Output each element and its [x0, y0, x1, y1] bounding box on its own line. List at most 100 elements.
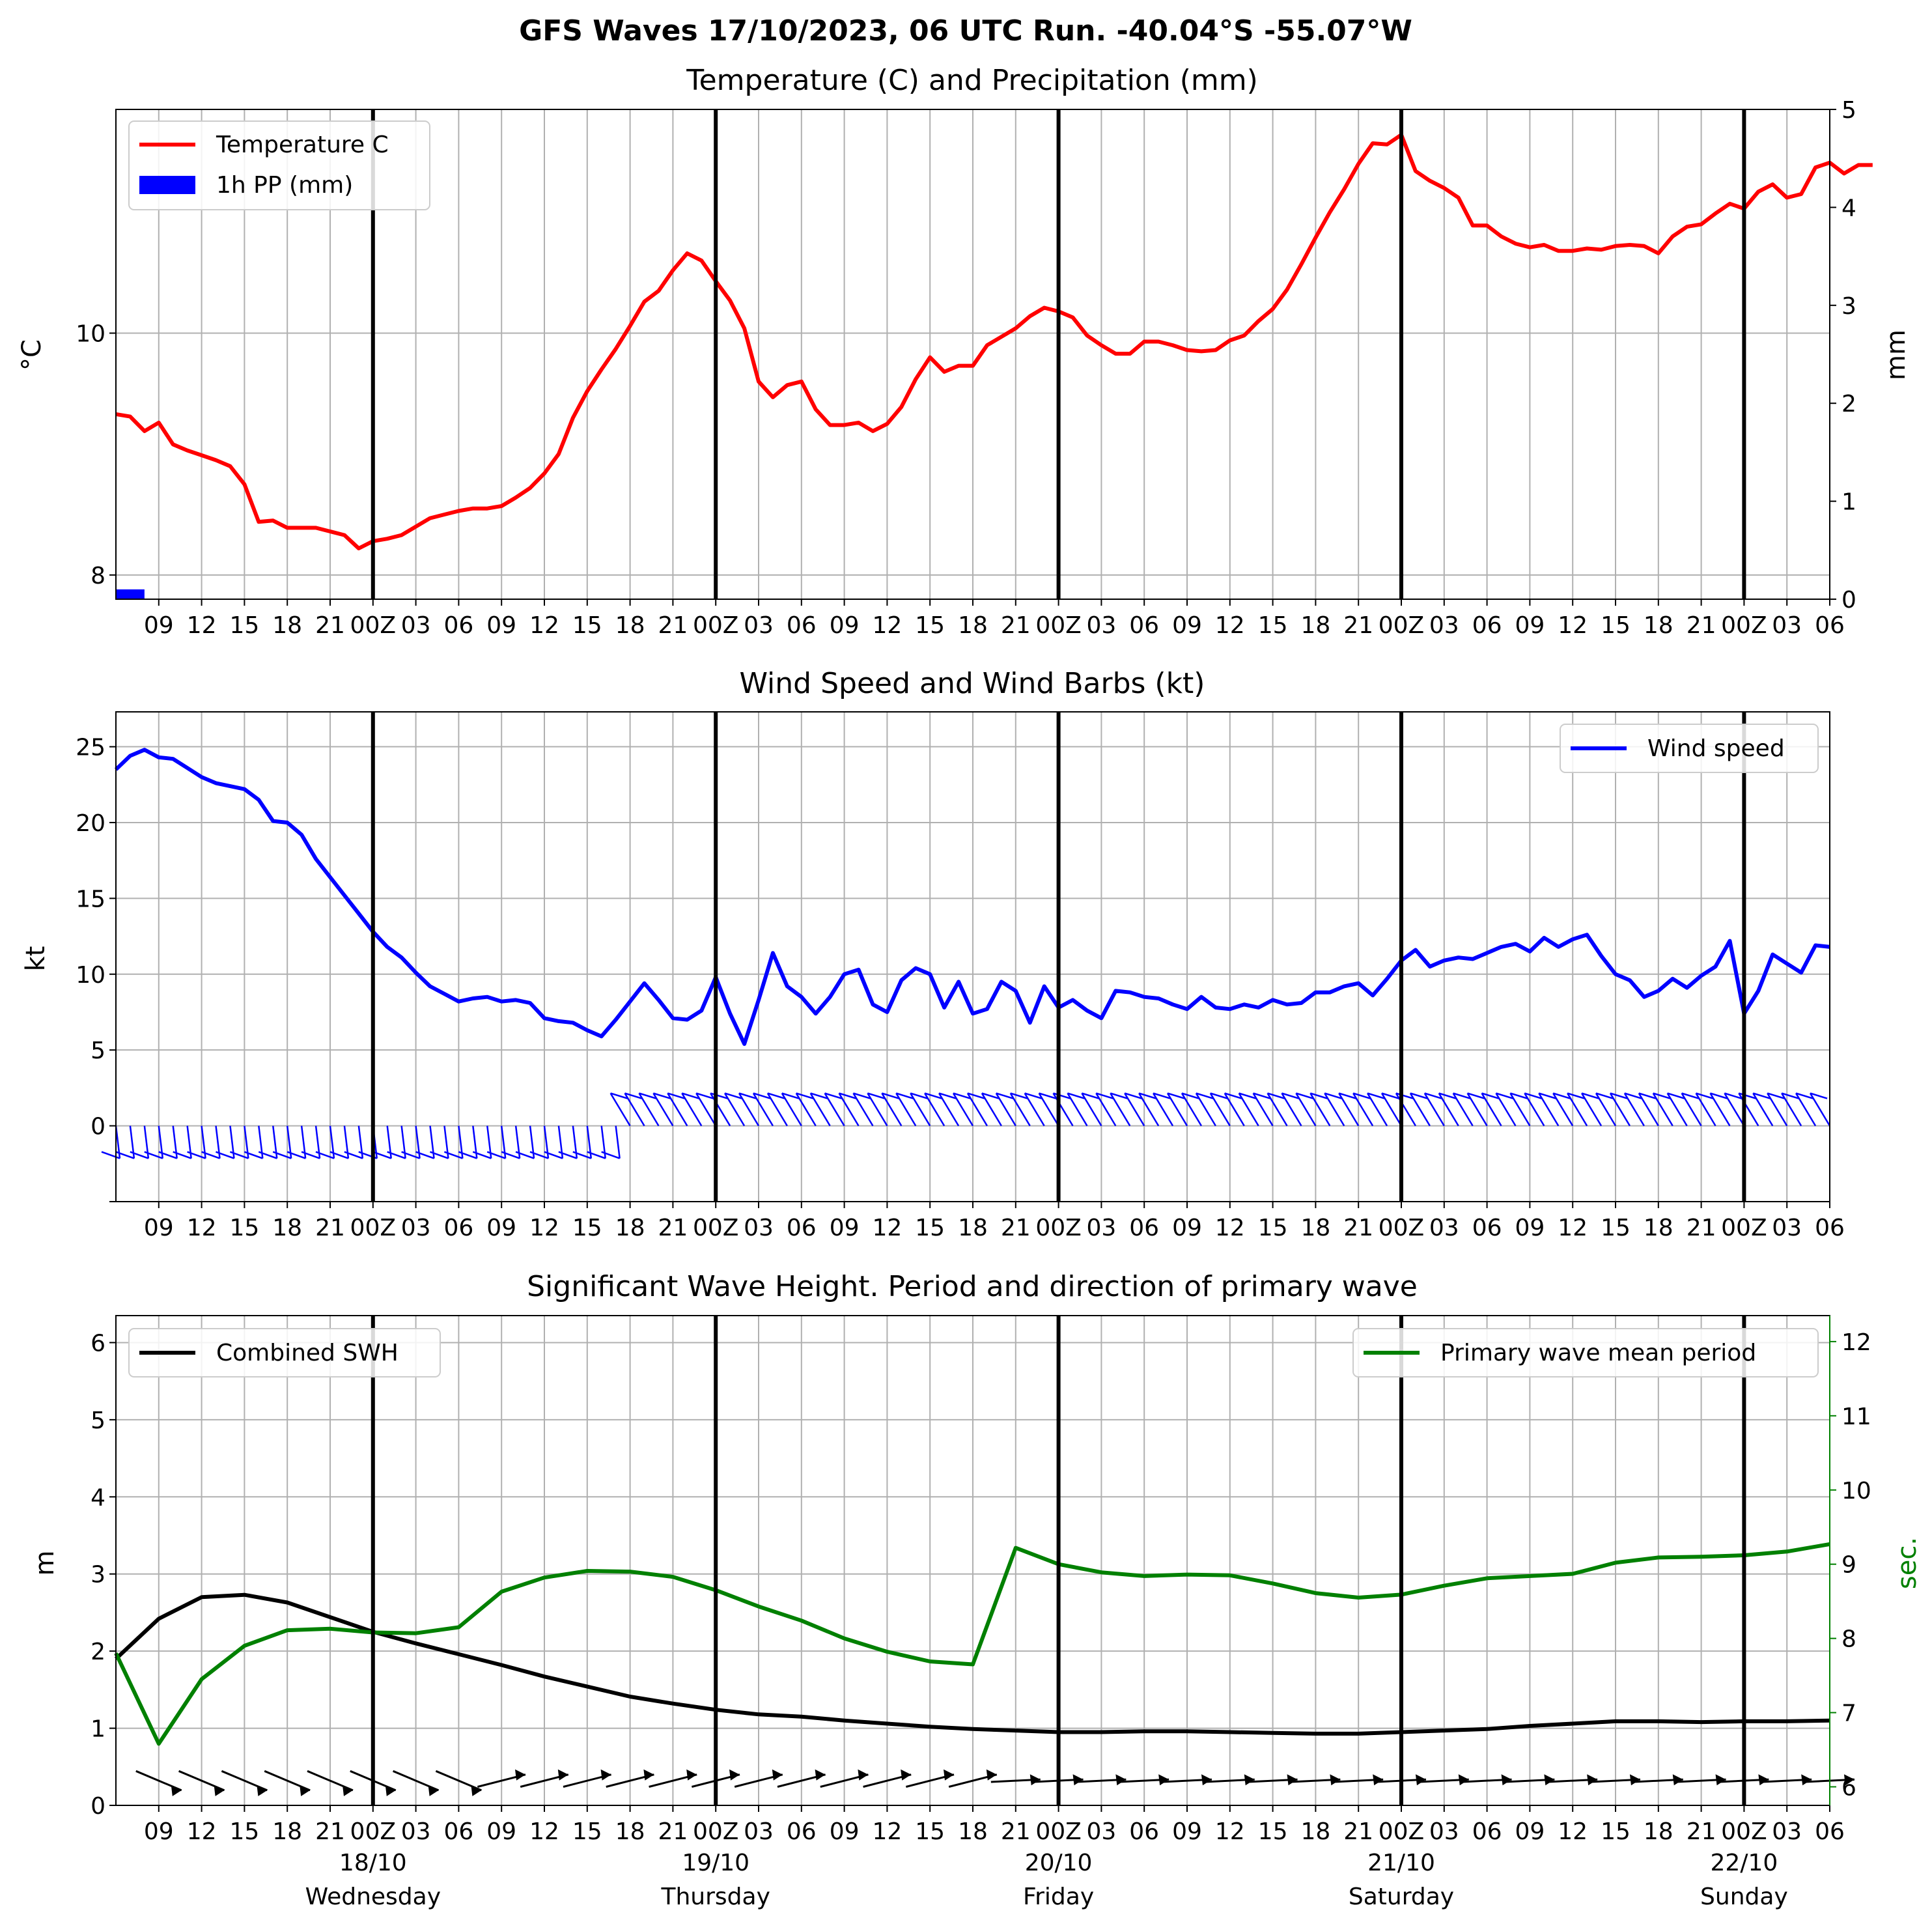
wave-direction-arrowhead: [600, 1769, 611, 1781]
wave-direction-arrowhead: [772, 1769, 783, 1781]
wind-barb: [1153, 1092, 1171, 1099]
wave-direction-arrowhead: [257, 1785, 268, 1796]
wind-barb: [1395, 1092, 1414, 1099]
wind-barb: [443, 1151, 463, 1159]
wind-barb: [1296, 1092, 1313, 1099]
temp-series-line-0: [115, 133, 1873, 550]
wind-barb: [472, 1151, 492, 1159]
wave-direction-arrowhead: [214, 1785, 225, 1796]
wind-barb: [1623, 1092, 1645, 1127]
wave-xtick-label: 09: [144, 1818, 174, 1845]
wave-y2tick-label: 9: [1841, 1552, 1856, 1579]
wind-barb: [653, 1092, 671, 1099]
wind-barb: [1453, 1092, 1471, 1099]
temp-xtick-label: 21: [1687, 612, 1716, 639]
wind-barb: [1710, 1092, 1728, 1099]
wind-xtick-label: 21: [1001, 1215, 1031, 1241]
wind-barb: [681, 1092, 703, 1127]
wind-ytick-label: 10: [76, 962, 105, 989]
wind-barb: [996, 1092, 1014, 1099]
wave-direction-arrowhead: [858, 1769, 869, 1781]
wind-barb: [695, 1092, 717, 1127]
temp-xtick-label: 03: [1086, 612, 1116, 639]
wave-direction-arrowhead: [557, 1769, 568, 1781]
temp-xtick-label: 15: [1601, 612, 1631, 639]
wind-barb: [1580, 1092, 1603, 1127]
wind-barb: [1595, 1092, 1614, 1099]
precip-legend-swatch: [139, 176, 195, 194]
wind-barb: [1709, 1092, 1731, 1127]
wave-y2tick-label: 6: [1841, 1775, 1856, 1801]
wind-xtick-label: 09: [144, 1215, 174, 1241]
wave-xtick-label: 18: [958, 1818, 988, 1845]
temp-xtick-label: 06: [1472, 612, 1502, 639]
wind-barb: [624, 1092, 642, 1099]
wind-barb: [458, 1151, 477, 1159]
wind-barb: [1224, 1092, 1242, 1099]
wind-barb: [1495, 1092, 1517, 1127]
wind-barb: [1781, 1092, 1802, 1127]
wave-xtick-label: 21: [658, 1818, 688, 1845]
wave-xtick-label: 00Z: [1721, 1818, 1767, 1845]
wind-barb: [938, 1092, 957, 1099]
wave-direction-arrowhead: [171, 1785, 182, 1796]
wind-legend: [1560, 724, 1819, 773]
wind-barb: [401, 1151, 421, 1159]
wave-xtick-label: 00Z: [693, 1818, 738, 1845]
wave-y2tick-label: 8: [1841, 1626, 1856, 1653]
temp-xtick-label: 12: [1558, 612, 1588, 639]
wind-barb: [1366, 1092, 1388, 1127]
wind-xtick-label: 06: [1815, 1215, 1845, 1241]
wind-barb: [1552, 1092, 1574, 1127]
wind-barb: [1195, 1092, 1216, 1127]
wave-direction-arrowhead: [1458, 1774, 1469, 1786]
wind-barb: [1138, 1092, 1156, 1099]
wind-barb: [387, 1151, 406, 1159]
wind-barb: [695, 1092, 714, 1099]
wind-barb: [824, 1092, 845, 1127]
day-weekday-label: Friday: [1023, 1884, 1094, 1910]
wind-barb: [1795, 1092, 1813, 1099]
wind-barb: [329, 1151, 349, 1159]
wave-y2tick-label: 7: [1841, 1701, 1856, 1727]
wave-direction-arrowhead: [385, 1785, 396, 1796]
wind-barb: [601, 1151, 621, 1159]
wind-barb: [1438, 1092, 1459, 1127]
temp-xtick-label: 06: [1129, 612, 1159, 639]
wave-ytick-label: 0: [91, 1793, 105, 1820]
wind-xtick-label: 03: [401, 1215, 431, 1241]
wind-barb: [173, 1151, 192, 1159]
wind-barb: [724, 1092, 742, 1099]
wind-barb: [710, 1092, 728, 1099]
temp-xtick-label: 03: [1772, 612, 1802, 639]
wind-barb: [767, 1092, 785, 1099]
wind-barb: [1281, 1092, 1299, 1099]
wind-barb: [1395, 1092, 1417, 1127]
temp-xtick-label: 18: [1644, 612, 1673, 639]
wind-barb: [1452, 1092, 1474, 1127]
temp-xtick-label: 00Z: [1721, 612, 1767, 639]
wave-xtick-label: 21: [1001, 1818, 1031, 1845]
wind-barb: [795, 1092, 817, 1127]
wind-barb: [587, 1151, 606, 1159]
wind-barb: [867, 1092, 885, 1099]
temp-xtick-label: 15: [915, 612, 945, 639]
wind-xtick-label: 18: [272, 1215, 302, 1241]
wind-barb: [809, 1092, 831, 1127]
wind-xtick-label: 12: [1215, 1215, 1245, 1241]
wave-direction-arrowhead: [1629, 1774, 1640, 1786]
wind-barb: [1567, 1092, 1585, 1099]
wind-barb: [667, 1092, 685, 1099]
wind-barb: [1166, 1092, 1188, 1127]
wind-barb: [1024, 1092, 1043, 1099]
wave-direction-arrowhead: [1501, 1774, 1512, 1786]
wind-xtick-label: 09: [830, 1215, 860, 1241]
wind-barb: [1067, 1092, 1085, 1099]
wave-xtick-label: 00Z: [1035, 1818, 1081, 1845]
wind-barb: [638, 1092, 660, 1127]
wave-xtick-label: 12: [529, 1818, 559, 1845]
wave-direction-arrowhead: [1287, 1774, 1298, 1786]
wave-xtick-label: 00Z: [1379, 1818, 1424, 1845]
temp-y2tick-label: 3: [1841, 293, 1856, 320]
wave-xtick-label: 06: [787, 1818, 817, 1845]
